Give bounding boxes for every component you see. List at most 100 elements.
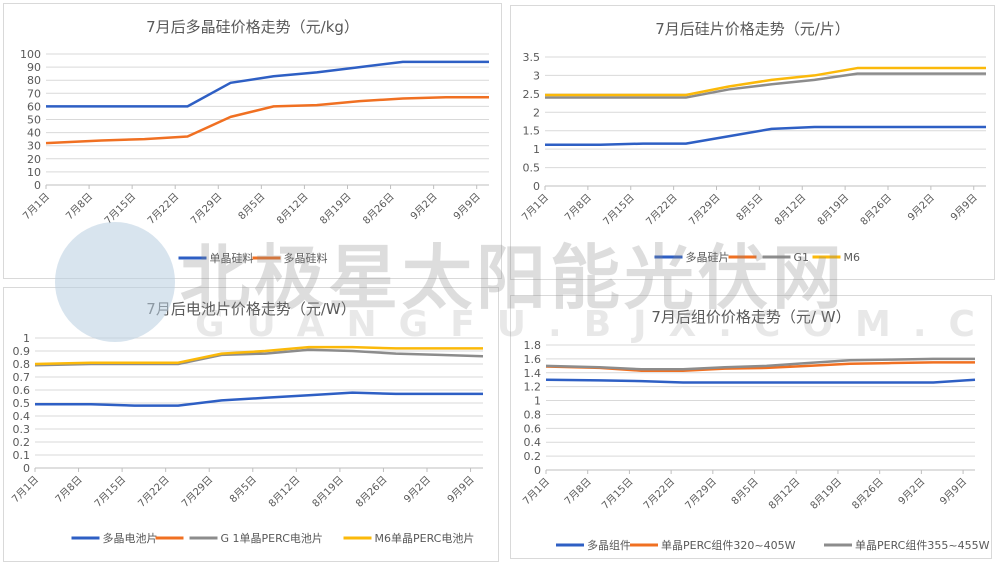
x-tick-label: 8月26日 xyxy=(353,474,389,510)
y-tick-label: 0.1 xyxy=(13,449,31,462)
y-tick-label: 0.4 xyxy=(524,436,542,449)
x-tick-label: 7月22日 xyxy=(641,476,677,512)
x-tick-label: 8月26日 xyxy=(850,476,886,512)
x-tick-label: 8月26日 xyxy=(858,192,894,228)
series-line xyxy=(45,95,489,145)
y-tick-label: 0.2 xyxy=(524,450,542,463)
y-tick-label: 80 xyxy=(27,74,41,87)
y-tick-label: 0.3 xyxy=(13,423,31,436)
y-tick-label: 0 xyxy=(533,180,540,193)
y-tick-label: 2 xyxy=(533,106,540,119)
series-line xyxy=(545,125,986,146)
series-line xyxy=(35,391,483,407)
y-tick-label: 70 xyxy=(27,87,41,100)
x-tick-label: 8月5日 xyxy=(227,474,259,506)
legend-label: 单晶PERC组件320~405W xyxy=(661,538,796,552)
x-tick-label: 7月1日 xyxy=(9,474,41,506)
x-tick-label: 8月12日 xyxy=(274,191,310,227)
y-tick-label: 0 xyxy=(534,464,541,477)
x-tick-label: 9月9日 xyxy=(445,474,477,506)
x-tick-label: 7月29日 xyxy=(188,191,224,227)
series-line xyxy=(34,345,483,366)
x-tick-label: 8月5日 xyxy=(236,191,268,223)
series-line xyxy=(545,357,975,371)
y-tick-label: 10 xyxy=(27,166,41,179)
legend-label: G 1单晶PERC电池片 xyxy=(221,532,323,545)
x-tick-label: 8月26日 xyxy=(361,191,397,227)
x-tick-label: 8月19日 xyxy=(310,474,346,510)
x-tick-label: 7月8日 xyxy=(64,191,96,223)
y-tick-label: 0.9 xyxy=(13,345,31,358)
x-tick-label: 7月8日 xyxy=(562,192,594,224)
series-line xyxy=(545,66,986,97)
x-tick-label: 8月12日 xyxy=(772,192,808,228)
x-tick-label: 8月5日 xyxy=(734,192,766,224)
chart-panel: 7月后电池片价格走势（元/W） 0 0.1 0.2 0.3 0.4 0.5 0.6 0.7 0.8… xyxy=(3,287,499,562)
chart-title: 7月后硅片价格走势（元/片） xyxy=(655,20,850,38)
x-tick-label: 9月9日 xyxy=(938,476,970,508)
chart-panel: 7月后硅片价格走势（元/片） 0 0.5 1 1.5 2 2.5 3 3.5 7月1日 7月8日 7月… xyxy=(510,5,995,280)
y-tick-label: 40 xyxy=(27,127,41,140)
x-tick-label: 7月22日 xyxy=(644,192,680,228)
legend-label: 单晶PERC组件355~455W xyxy=(855,538,990,552)
y-tick-label: 1.2 xyxy=(524,381,542,394)
y-tick-label: 1 xyxy=(533,143,540,156)
series-line xyxy=(46,60,489,108)
y-tick-label: 0.7 xyxy=(13,371,31,384)
y-tick-label: 0 xyxy=(23,462,30,475)
y-tick-label: 1 xyxy=(23,332,30,345)
x-tick-label: 9月2日 xyxy=(905,192,937,224)
chart-svg: 7月后电池片价格走势（元/W） 00.10.20.30.40.50.60.70.8… xyxy=(9,300,484,545)
x-tick-label: 9月9日 xyxy=(948,192,980,224)
x-tick-label: 7月22日 xyxy=(145,191,181,227)
chart-panel: 7月后多晶硅价格走势（元/kg） 0 10 20 30 40 50 60 70 80 90 100 7月… xyxy=(3,3,502,279)
y-tick-label: 0.2 xyxy=(13,436,31,449)
legend-label: M6单晶PERC电池片 xyxy=(375,532,475,545)
series-line xyxy=(545,378,976,384)
x-tick-label: 8月19日 xyxy=(815,192,851,228)
series-line xyxy=(34,348,484,367)
y-tick-label: 0.6 xyxy=(13,384,31,397)
chart-title: 7月后组价价格走势（元/ W） xyxy=(651,308,850,326)
y-tick-label: 2.5 xyxy=(523,88,541,101)
x-tick-label: 7月15日 xyxy=(102,191,138,227)
y-tick-label: 100 xyxy=(20,48,41,61)
y-tick-label: 3 xyxy=(533,69,540,82)
y-tick-label: 1.5 xyxy=(523,125,541,138)
y-tick-label: 60 xyxy=(27,100,41,113)
y-tick-label: 0.8 xyxy=(524,408,542,421)
chart-svg: 7月后组价价格走势（元/ W） 00.20.40.60.811.21.41.61.… xyxy=(520,308,990,552)
x-tick-label: 7月15日 xyxy=(92,474,128,510)
y-tick-label: 50 xyxy=(27,114,41,127)
legend-label: 多晶组件 xyxy=(587,538,631,552)
y-tick-label: 0.8 xyxy=(13,358,31,371)
x-tick-label: 8月19日 xyxy=(317,191,353,227)
y-tick-label: 0.6 xyxy=(524,422,542,435)
x-tick-label: 7月15日 xyxy=(601,192,637,228)
y-tick-label: 30 xyxy=(27,140,41,153)
y-tick-label: 90 xyxy=(27,61,41,74)
x-tick-label: 9月2日 xyxy=(401,474,433,506)
chart-panel: 7月后组价价格走势（元/ W） 0 0.2 0.4 0.6 0.8 1 1.2 1.4 1.6 1.… xyxy=(510,295,992,559)
y-tick-label: 0.5 xyxy=(13,397,31,410)
y-tick-label: 1 xyxy=(534,395,541,408)
x-tick-label: 7月1日 xyxy=(520,476,552,508)
legend-label: M6 xyxy=(844,251,861,264)
chart-title: 7月后多晶硅价格走势（元/kg） xyxy=(146,18,359,36)
y-tick-label: 1.6 xyxy=(524,353,542,366)
legend-label: 多晶电池片 xyxy=(103,531,158,545)
chart-title: 7月后电池片价格走势（元/W） xyxy=(146,300,355,318)
x-tick-label: 7月29日 xyxy=(179,474,215,510)
y-tick-label: 0 xyxy=(34,179,41,192)
y-tick-label: 0.5 xyxy=(523,162,541,175)
x-tick-label: 7月1日 xyxy=(519,192,551,224)
x-tick-label: 7月15日 xyxy=(599,476,635,512)
y-tick-label: 3.5 xyxy=(523,51,541,64)
series-line xyxy=(545,72,986,99)
x-tick-label: 7月29日 xyxy=(683,476,719,512)
x-tick-label: 9月2日 xyxy=(896,476,928,508)
x-tick-label: 8月12日 xyxy=(766,476,802,512)
legend-label: 多晶硅片 xyxy=(686,250,730,264)
